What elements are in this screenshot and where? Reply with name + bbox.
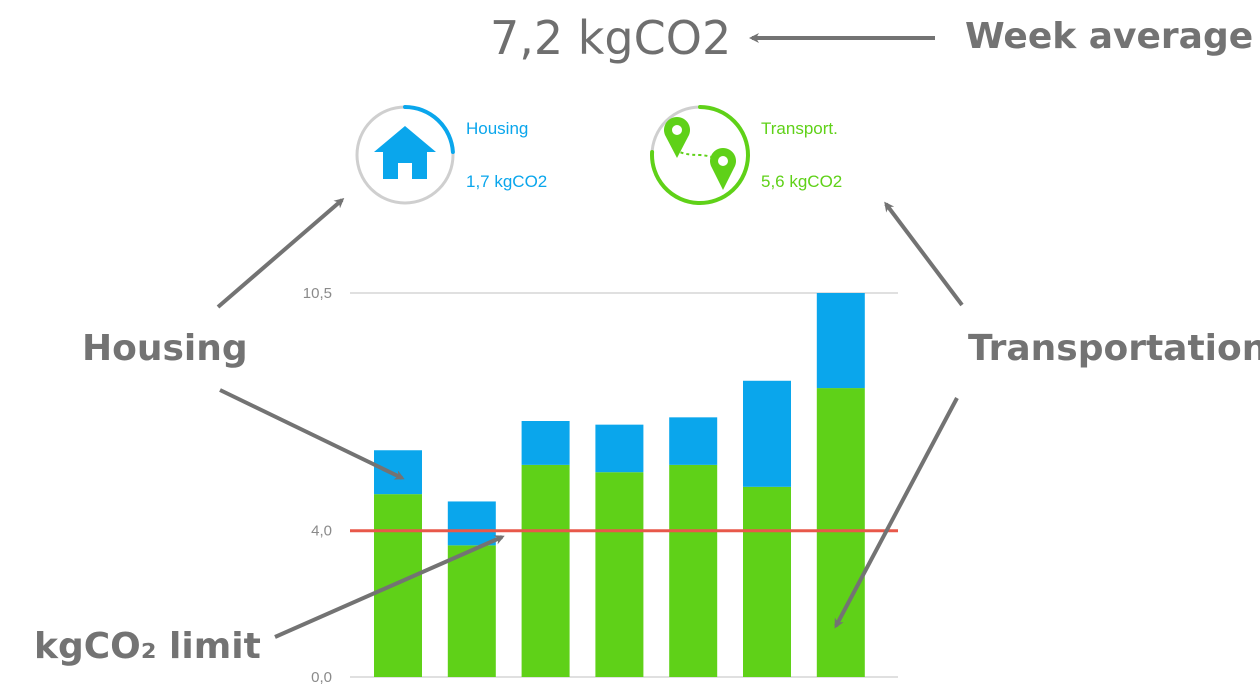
chart-y-ticks: 0,0 4,0 10,5 bbox=[303, 285, 332, 686]
transportation-bar bbox=[595, 472, 644, 677]
housing-ring-progress bbox=[403, 105, 455, 154]
transportation-bar bbox=[669, 464, 718, 677]
transport-stat-value: 5,6 kgCO2 bbox=[761, 172, 842, 191]
transportation-bar bbox=[743, 486, 791, 677]
transport-ring-progress bbox=[650, 105, 750, 205]
housing-stat: Housing 1,7 kgCO2 bbox=[355, 105, 547, 205]
transport-stat: Transport. 5,6 kgCO2 bbox=[650, 105, 842, 205]
transportation-bar bbox=[447, 545, 496, 677]
housing-bar bbox=[521, 421, 570, 465]
y-tick-label: 10,5 bbox=[303, 285, 332, 302]
housing-stat-value: 1,7 kgCO2 bbox=[466, 172, 547, 191]
housing-bar bbox=[374, 450, 422, 495]
housing-stat-label: Housing bbox=[466, 119, 528, 138]
transportation-bar bbox=[374, 494, 422, 677]
house-icon bbox=[374, 126, 436, 179]
map-pin-route-icon bbox=[664, 117, 736, 190]
housing-bar-arrow bbox=[219, 388, 405, 480]
housing-bar bbox=[816, 293, 865, 389]
chart-bars bbox=[374, 293, 865, 677]
transportation-bar bbox=[521, 464, 570, 677]
housing-annotation-label: Housing bbox=[82, 328, 248, 369]
y-tick-label: 4,0 bbox=[311, 523, 332, 540]
limit-arrow bbox=[274, 535, 505, 639]
housing-bar bbox=[447, 501, 496, 546]
week-average-value: 7,2 kgCO2 bbox=[490, 11, 731, 65]
transportation-stat-arrow bbox=[884, 201, 964, 307]
transport-stat-label: Transport. bbox=[761, 119, 838, 138]
housing-stat-arrow bbox=[216, 198, 345, 309]
y-tick-label: 0,0 bbox=[311, 669, 332, 686]
housing-bar bbox=[743, 380, 791, 487]
transportation-bar bbox=[816, 388, 865, 677]
week-average-caption: Week average bbox=[965, 16, 1253, 57]
housing-bar bbox=[669, 417, 718, 465]
transportation-annotation-label: Transportation bbox=[968, 328, 1260, 369]
limit-annotation-label: kgCO₂ limit bbox=[34, 626, 261, 667]
housing-bar bbox=[595, 424, 644, 473]
transportation-bar-arrow bbox=[834, 397, 959, 629]
